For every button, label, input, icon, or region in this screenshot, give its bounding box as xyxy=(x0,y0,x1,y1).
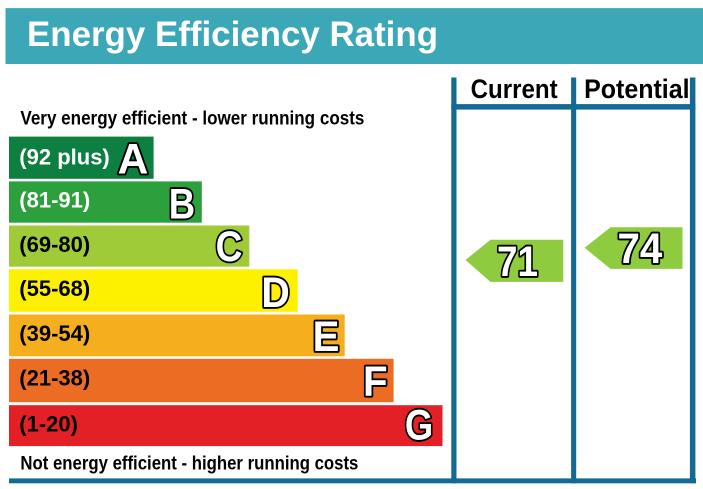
svg-text:(39-54): (39-54) xyxy=(19,321,90,346)
svg-text:Very energy efficient - lower: Very energy efficient - lower running co… xyxy=(20,107,364,129)
svg-text:(21-38): (21-38) xyxy=(19,365,90,390)
svg-text:(92 plus): (92 plus) xyxy=(19,144,109,169)
svg-text:(69-80): (69-80) xyxy=(19,232,90,257)
svg-text:A: A xyxy=(118,136,149,184)
svg-text:(1-20): (1-20) xyxy=(19,411,78,436)
svg-text:(81-91): (81-91) xyxy=(19,188,90,213)
svg-text:71: 71 xyxy=(497,238,538,286)
svg-text:Potential: Potential xyxy=(584,74,690,104)
svg-text:G: G xyxy=(405,402,433,450)
svg-text:E: E xyxy=(313,313,340,361)
svg-text:F: F xyxy=(363,358,388,406)
svg-text:D: D xyxy=(261,269,289,317)
svg-text:C: C xyxy=(216,223,243,271)
svg-text:Not energy efficient - higher: Not energy efficient - higher running co… xyxy=(20,453,358,475)
svg-text:Current: Current xyxy=(471,74,558,104)
svg-text:Energy Efficiency Rating: Energy Efficiency Rating xyxy=(27,14,438,54)
svg-text:B: B xyxy=(169,180,195,228)
svg-text:74: 74 xyxy=(618,225,663,273)
svg-text:(55-68): (55-68) xyxy=(19,276,90,301)
